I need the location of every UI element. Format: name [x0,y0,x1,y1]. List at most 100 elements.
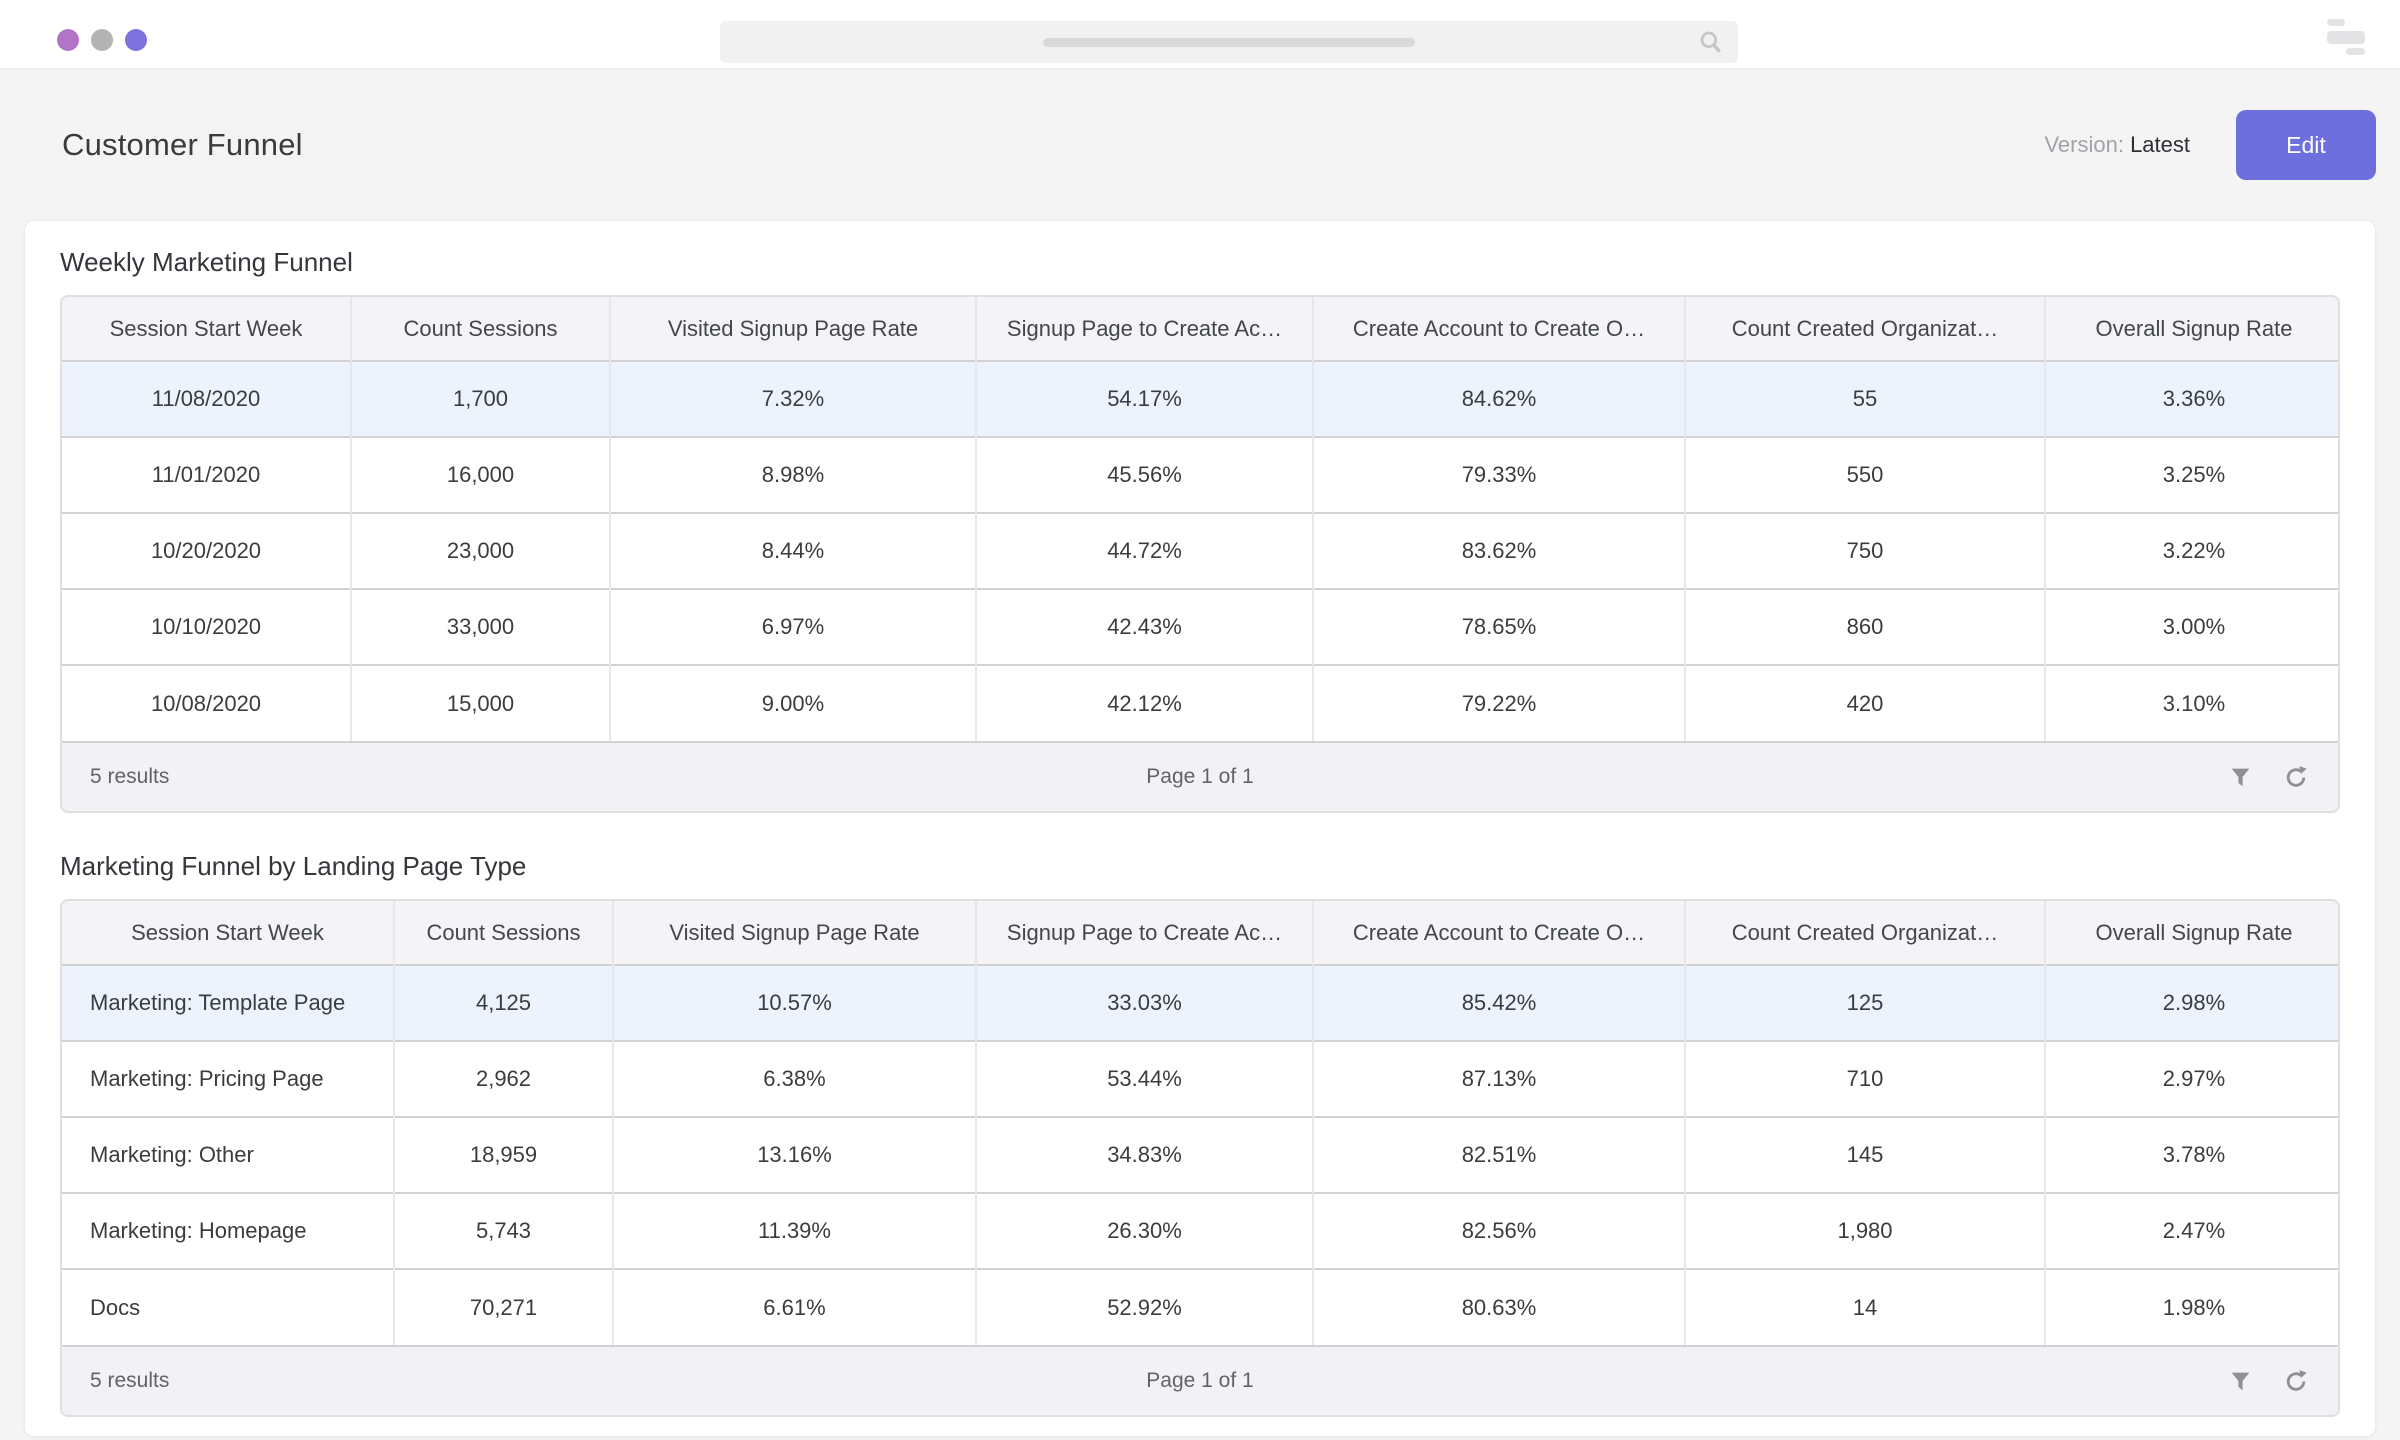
column-header[interactable]: Session Start Week [62,297,351,361]
table-cell: 6.38% [612,1041,976,1117]
table-row: Marketing: Other 18,959 13.16% 34.83% 82.51%… [62,1117,2338,1193]
table-cell: 10.57% [612,965,976,1041]
table-cell: 8.98% [609,437,976,513]
page-status: Page 1 of 1 [1146,765,1254,788]
table-cell: 10/10/2020 [62,589,351,665]
table-footer: 5 results Page 1 of 1 [62,741,2338,811]
table-cell: 54.17% [975,361,1313,437]
table-cell: 33,000 [350,589,610,665]
column-header[interactable]: Create Account to Create O… [1312,297,1685,361]
weekly-funnel-table-block: Session Start Week Count Sessions Visited … [60,295,2340,813]
version-value: Latest [2130,132,2190,157]
menu-bar-large [2327,31,2365,44]
table-row: 10/08/2020 15,000 9.00% 42.12% 79.22% 420 3.10… [62,665,2338,741]
table-cell: 1,700 [350,361,610,437]
table-row: 10/10/2020 33,000 6.97% 42.43% 78.65% 860 3.00… [62,589,2338,665]
table-cell: 9.00% [609,665,976,741]
table-cell: 85.42% [1312,965,1685,1041]
table-cell: 11/01/2020 [62,437,351,513]
table-cell: 420 [1684,665,2045,741]
window-dot-2[interactable] [91,29,113,51]
table-row: 11/01/2020 16,000 8.98% 45.56% 79.33% 550 3.25… [62,437,2338,513]
window-dot-3[interactable] [125,29,147,51]
table-cell: 3.22% [2044,513,2338,589]
column-header[interactable]: Session Start Week [62,901,394,965]
table-cell: 18,959 [393,1117,613,1193]
table-cell: 53.44% [975,1041,1313,1117]
column-header[interactable]: Count Sessions [350,297,610,361]
table-cell: 750 [1684,513,2045,589]
table-cell: 79.33% [1312,437,1685,513]
page-title: Customer Funnel [62,127,303,162]
table-cell: 10/08/2020 [62,665,351,741]
column-header[interactable]: Visited Signup Page Rate [609,297,976,361]
table-cell: 84.62% [1312,361,1685,437]
table-cell: 16,000 [350,437,610,513]
weekly-funnel-table: Session Start Week Count Sessions Visited … [62,297,2338,741]
table-cell: 860 [1684,589,2045,665]
column-header[interactable]: Overall Signup Rate [2044,901,2338,965]
table-cell: Marketing: Template Page [62,965,394,1041]
table-row: Marketing: Homepage 5,743 11.39% 26.30% 82.5… [62,1193,2338,1269]
table-cell: 2.97% [2044,1041,2338,1117]
search-input[interactable] [720,21,1738,63]
window-dot-1[interactable] [57,29,79,51]
table-row: 11/08/2020 1,700 7.32% 54.17% 84.62% 55 3.36% [62,361,2338,437]
version-info: Version: Latest [2044,132,2190,158]
table-cell: 34.83% [975,1117,1313,1193]
table-cell: 3.10% [2044,665,2338,741]
menu-bar-small-bottom [2346,48,2365,55]
table-cell: 42.43% [975,589,1313,665]
table-cell: 2.47% [2044,1193,2338,1269]
section-title-weekly-funnel: Weekly Marketing Funnel [60,247,353,277]
table-cell: 7.32% [609,361,976,437]
results-count: 5 results [90,765,170,788]
column-header[interactable]: Visited Signup Page Rate [612,901,976,965]
column-header[interactable]: Overall Signup Rate [2044,297,2338,361]
refresh-icon[interactable] [2282,763,2310,791]
landing-page-funnel-table: Session Start Week Count Sessions Visited … [62,901,2338,1345]
page-header: Customer Funnel Version: Latest Edit [0,70,2400,220]
column-header[interactable]: Create Account to Create O… [1312,901,1685,965]
results-count: 5 results [90,1369,170,1392]
column-header[interactable]: Signup Page to Create Ac… [975,297,1313,361]
table-cell: 80.63% [1312,1269,1685,1345]
table-cell: 2.98% [2044,965,2338,1041]
table-cell: 55 [1684,361,2045,437]
table-cell: 3.00% [2044,589,2338,665]
filter-icon[interactable] [2226,1367,2254,1395]
table-cell: 14 [1684,1269,2045,1345]
table-cell: 82.51% [1312,1117,1685,1193]
column-header[interactable]: Signup Page to Create Ac… [975,901,1313,965]
table-row: Marketing: Template Page 4,125 10.57% 33.03… [62,965,2338,1041]
table-cell: 710 [1684,1041,2045,1117]
filter-icon[interactable] [2226,763,2254,791]
content-card: Weekly Marketing Funnel Session Start We… [24,220,2376,1437]
table-cell: Docs [62,1269,394,1345]
column-header[interactable]: Count Sessions [393,901,613,965]
browser-chrome [0,0,2400,70]
header-row: Session Start Week Count Sessions Visited … [62,901,2338,965]
table-cell: 3.25% [2044,437,2338,513]
table-cell: 1,980 [1684,1193,2045,1269]
window-menu-icon[interactable] [2327,19,2365,55]
table-row: 10/20/2020 23,000 8.44% 44.72% 83.62% 750 3.22… [62,513,2338,589]
table-cell: 78.65% [1312,589,1685,665]
table-cell: 1.98% [2044,1269,2338,1345]
table-cell: 550 [1684,437,2045,513]
table-cell: 4,125 [393,965,613,1041]
table-cell: Marketing: Pricing Page [62,1041,394,1117]
table-cell: 45.56% [975,437,1313,513]
table-cell: 5,743 [393,1193,613,1269]
edit-button[interactable]: Edit [2236,110,2376,180]
refresh-icon[interactable] [2282,1367,2310,1395]
table-cell: 3.78% [2044,1117,2338,1193]
column-header[interactable]: Count Created Organizat… [1684,297,2045,361]
table-cell: 125 [1684,965,2045,1041]
table-cell: 13.16% [612,1117,976,1193]
column-header[interactable]: Count Created Organizat… [1684,901,2045,965]
table-cell: 2,962 [393,1041,613,1117]
section-title-landing-page-funnel: Marketing Funnel by Landing Page Type [60,851,527,881]
header-row: Session Start Week Count Sessions Visited … [62,297,2338,361]
table-cell: 8.44% [609,513,976,589]
